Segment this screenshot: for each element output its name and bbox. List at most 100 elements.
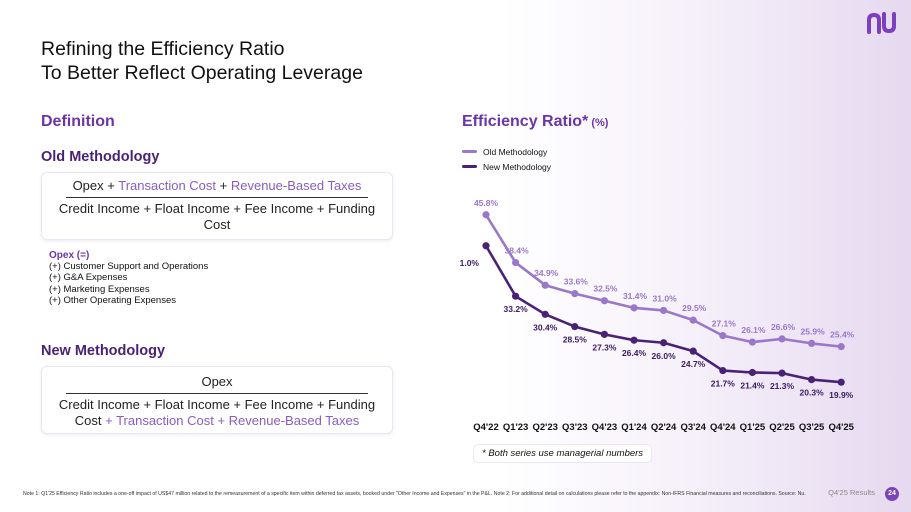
new-formula-numerator: Opex <box>201 374 233 389</box>
x-axis-tick-label: Q2'25 <box>769 422 795 433</box>
data-point-new <box>808 375 816 384</box>
data-label-new: 19.9% <box>829 390 854 400</box>
data-label-new: 24.7% <box>681 359 706 369</box>
legend-label-old: Old Methodology <box>483 146 548 157</box>
data-point-new <box>541 310 549 318</box>
data-point-old <box>748 338 756 346</box>
title-line-2: To Better Reflect Operating Leverage <box>41 62 363 84</box>
data-label-old: 34.9% <box>534 268 559 278</box>
chart-legend: Old Methodology New Methodology <box>462 144 551 174</box>
x-axis-tick-label: Q3'24 <box>680 422 706 433</box>
numerator-opex: Opex <box>72 178 104 193</box>
opex-breakdown: Opex (=) (+) Customer Support and Operat… <box>49 250 208 306</box>
data-point-old <box>512 258 520 267</box>
old-methodology-heading: Old Methodology <box>41 149 160 165</box>
opex-item: (+) Customer Support and Operations <box>49 261 209 273</box>
x-axis-tick-label: Q3'25 <box>799 422 825 433</box>
chart-title-unit: (%) <box>588 117 609 129</box>
x-axis-tick-label: Q4'23 <box>592 422 618 433</box>
data-point-old <box>571 290 579 298</box>
data-point-old <box>837 343 845 351</box>
data-point-old <box>778 335 786 343</box>
data-point-new <box>719 366 727 375</box>
data-point-new <box>600 330 608 338</box>
opex-item: (+) Other Operating Expenses <box>49 294 176 306</box>
page-label: Q4'25 Results <box>828 488 875 497</box>
data-label-old: 26.1% <box>741 325 766 335</box>
denominator-income: Credit Income + Float Income + Fee Incom… <box>58 397 376 428</box>
data-point-new <box>630 336 638 344</box>
data-label-new: 30.4% <box>533 322 558 332</box>
new-methodology-heading: New Methodology <box>41 343 166 359</box>
data-label-new: 26.0% <box>652 351 677 361</box>
legend-item-new: New Methodology <box>462 159 551 174</box>
opex-item: (+) Marketing Expenses <box>49 283 150 295</box>
page-number: 24 <box>885 487 899 501</box>
definition-heading: Definition <box>41 113 115 130</box>
data-point-new <box>689 347 697 355</box>
x-axis-tick-label: Q1'24 <box>621 422 647 433</box>
numerator-revenue-based-taxes: Revenue-Based Taxes <box>230 178 362 193</box>
legend-swatch-old <box>462 150 477 153</box>
page-title: Refining the Efficiency Ratio To Better … <box>41 37 363 85</box>
numerator-plus: + <box>103 178 119 193</box>
numerator-transaction-cost: Transaction Cost <box>118 178 217 193</box>
fraction-line <box>66 197 368 198</box>
data-label-new: 26.4% <box>622 348 647 358</box>
data-label-new: 33.2% <box>504 304 529 314</box>
data-label-old: 26.6% <box>771 322 796 332</box>
old-formula-denominator: Credit Income + Float Income + Fee Incom… <box>58 201 376 232</box>
opex-item: (+) G&A Expenses <box>49 272 128 284</box>
data-point-old <box>541 281 549 289</box>
legend-label-new: New Methodology <box>483 161 552 172</box>
data-point-new <box>512 292 520 300</box>
data-label-old: 25.4% <box>830 330 855 340</box>
data-label-old: 29.5% <box>682 303 707 313</box>
fraction-line <box>66 393 368 394</box>
data-label-new: 21.4% <box>740 380 765 390</box>
old-formula-card: Opex + Transaction Cost + Revenue-Based … <box>41 172 393 240</box>
data-point-new <box>482 242 490 250</box>
data-label-new: 21.3% <box>770 381 795 391</box>
old-formula-numerator: Opex + Transaction Cost + Revenue-Based … <box>42 178 392 197</box>
data-label-old: 31.4% <box>623 291 648 301</box>
data-point-new <box>837 378 845 386</box>
new-formula-card: Opex Credit Income + Float Income + Fee … <box>41 366 393 434</box>
x-axis-tick-label: Q4'22 <box>473 422 499 433</box>
nu-logo-icon <box>867 12 896 34</box>
data-label-old: 32.5% <box>593 284 618 294</box>
data-label-new: 28.5% <box>563 335 588 345</box>
data-point-new <box>748 368 756 377</box>
efficiency-ratio-chart: 45.8% 38.4% 34.9% 33.6% 32.5% 31.4% 31.0% 29.5%… <box>460 198 855 433</box>
data-point-old <box>689 316 697 324</box>
denominator-costs: + Transaction Cost + Revenue-Based Taxes <box>101 413 360 428</box>
opex-breakdown-title: Opex (=) <box>49 250 90 261</box>
data-label-old: 25.9% <box>801 326 826 336</box>
data-label-old: 38.4% <box>505 246 530 256</box>
data-label-old: 33.6% <box>564 277 589 287</box>
chart-title-main: Efficiency Ratio* <box>462 113 589 130</box>
managerial-note-badge: * Both series use managerial numbers <box>473 444 653 463</box>
data-point-old <box>600 297 608 305</box>
chart-title: Efficiency Ratio* (%) <box>462 113 608 131</box>
data-label-old: 31.0% <box>653 293 678 303</box>
data-label-new: 27.3% <box>592 342 617 352</box>
x-axis-tick-label: Q4'24 <box>710 422 736 433</box>
data-point-old <box>660 306 668 315</box>
data-label-old: 27.1% <box>712 319 737 329</box>
data-point-new <box>778 369 786 377</box>
data-point-new <box>571 322 579 331</box>
x-axis-tick-label: Q1'25 <box>740 422 766 433</box>
x-axis-tick-label: Q2'24 <box>651 422 677 433</box>
data-point-old <box>482 211 490 219</box>
data-point-new <box>660 339 668 347</box>
x-axis-tick-label: Q3'23 <box>562 422 588 433</box>
title-line-1: Refining the Efficiency Ratio <box>41 38 285 60</box>
new-formula-denominator: Credit Income + Float Income + Fee Incom… <box>42 394 392 429</box>
data-point-old <box>630 304 638 312</box>
legend-swatch-new <box>462 165 477 168</box>
legend-item-old: Old Methodology <box>462 144 551 159</box>
data-label-new: 21.7% <box>711 379 736 389</box>
footnote: Note 1: Q1'25 Efficiency Ratio includes … <box>23 491 806 497</box>
x-axis-tick-label: Q2'23 <box>532 422 558 433</box>
